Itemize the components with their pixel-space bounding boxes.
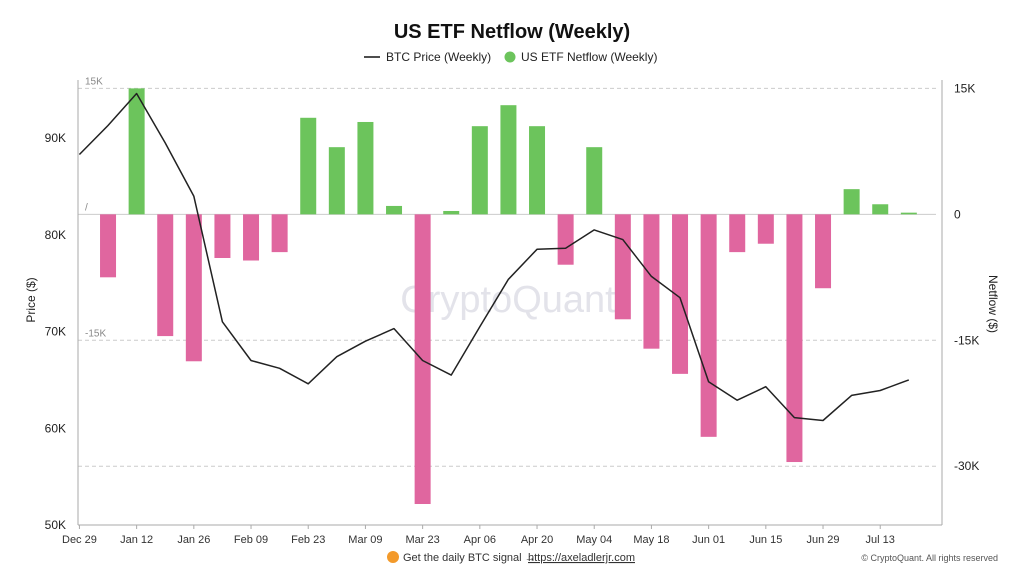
right-tick-label: 0 [954,207,961,221]
netflow-bar [557,214,574,265]
chart-title: US ETF Netflow (Weekly) [394,21,630,43]
netflow-bar [757,214,774,244]
btc-coin-icon [387,551,399,563]
netflow-bar [614,214,631,320]
watermark: CryptoQuant [400,279,616,321]
x-tick-label: May 04 [576,534,612,546]
legend-label-btc-price: BTC Price (Weekly) [386,50,491,64]
btc-price-series [78,92,910,422]
inner-label: -15K [85,328,106,339]
netflow-bar [100,214,117,278]
axes: 15K / -15K 50K 60K 70K 80K 90K 15K 0 -15K -30K Dec 2… [45,76,980,546]
netflow-bar [643,214,660,349]
netflow-bar [271,214,288,253]
netflow-bar [243,214,260,261]
left-tick-label: 90K [45,131,66,145]
left-tick-label: 50K [45,518,66,532]
footer-text: Get the daily BTC signal → [403,552,536,564]
netflow-bar [414,214,431,505]
left-tick-label: 80K [45,228,66,242]
netflow-bar [900,212,917,215]
netflow-bar [700,214,717,437]
legend-label-netflow: US ETF Netflow (Weekly) [521,50,657,64]
x-tick-label: May 18 [633,534,669,546]
right-axis-title: Netflow ($) [986,275,1000,333]
right-tick-label: -30K [954,459,979,473]
legend: BTC Price (Weekly) US ETF Netflow (Weekl… [364,50,657,64]
x-tick-label: Dec 29 [62,534,97,546]
x-tick-label: Mar 09 [348,534,382,546]
netflow-bar [471,126,488,215]
netflow-bar [157,214,174,337]
netflow-bar [357,121,374,215]
btc-price-line [78,92,910,422]
left-tick-label: 70K [45,325,66,339]
netflow-bar [672,214,689,374]
x-tick-label: Apr 06 [464,534,496,546]
copyright: © CryptoQuant. All rights reserved [861,553,998,563]
x-tick-label: Jan 12 [120,534,153,546]
x-tick-label: Jun 01 [692,534,725,546]
x-tick-label: Apr 20 [521,534,553,546]
netflow-bar [529,126,546,215]
x-tick-label: Feb 09 [234,534,268,546]
x-tick-label: Jul 13 [866,534,895,546]
netflow-bar [586,147,603,215]
netflow-bar [843,189,860,215]
inner-label: 15K [85,76,103,87]
netflow-bar [300,117,317,215]
netflow-bar [786,214,803,463]
legend-dot-swatch [504,51,516,63]
x-tick-label: Feb 23 [291,534,325,546]
netflow-bar [328,147,345,215]
left-tick-label: 60K [45,421,66,435]
footer: Get the daily BTC signal → https://axela… [387,551,998,564]
x-tick-label: Mar 23 [406,534,440,546]
netflow-bar [500,105,517,215]
right-tick-label: 15K [954,81,975,95]
footer-link[interactable]: https://axeladlerjr.com [528,552,635,564]
inner-label: / [85,202,88,213]
netflow-bar [386,205,403,215]
netflow-bar [815,214,832,289]
netflow-bar [128,88,145,215]
netflow-bar [872,204,889,215]
netflow-bar [185,214,202,362]
left-axis-title: Price ($) [24,277,38,322]
netflow-bar [214,214,231,258]
netflow-bars [100,88,917,505]
netflow-bar [443,210,460,215]
x-tick-label: Jun 15 [749,534,782,546]
x-tick-label: Jun 29 [807,534,840,546]
x-tick-label: Jan 26 [177,534,210,546]
netflow-bar [729,214,746,253]
right-tick-label: -15K [954,333,979,347]
